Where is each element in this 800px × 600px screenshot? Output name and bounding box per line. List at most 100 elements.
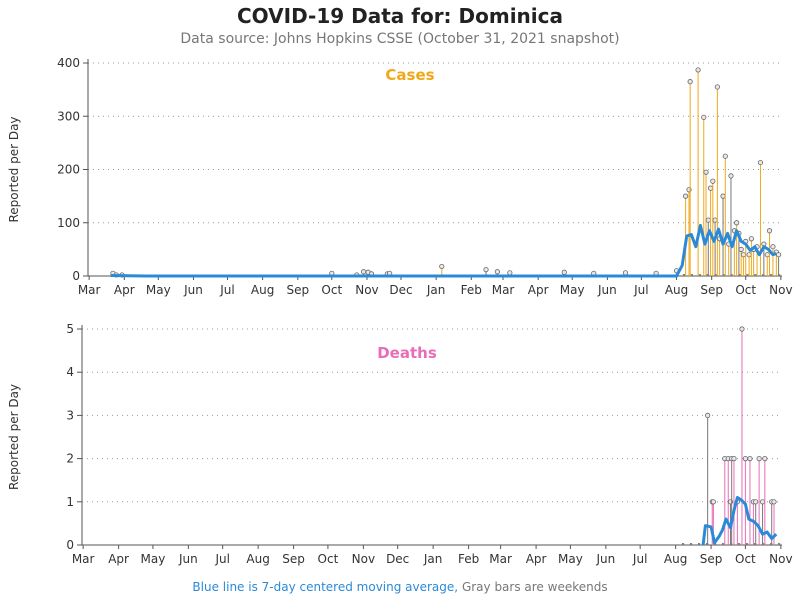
deaths-spike-point [731, 455, 737, 462]
cases-spike-point [734, 220, 740, 226]
deaths-spike-point [759, 499, 766, 505]
cases-spike-point [710, 178, 716, 184]
cases-spike-point [687, 79, 693, 85]
deaths-xtick-label: Nov [769, 552, 792, 566]
deaths-ytick-label: 0 [66, 538, 74, 552]
cases-spike-point [740, 252, 747, 258]
cases-xtick-label: Nov [355, 283, 378, 297]
cases-xtick-label: Aug [251, 283, 274, 297]
cases-spike-point [766, 228, 773, 234]
deaths-xtick-label: Jun [178, 552, 198, 566]
cases-ytick-label: 100 [57, 216, 80, 230]
deaths-average-line [701, 496, 778, 546]
cases-xtick-label: Jan [426, 283, 446, 297]
deaths-ylabel: Reported per Day [7, 384, 21, 490]
deaths-spike-point [739, 326, 745, 332]
cases-spike-point [775, 252, 782, 258]
footer-average-note: Blue line is 7-day centered moving avera… [192, 580, 459, 594]
deaths-xtick-label: Apr [108, 552, 129, 566]
cases-xtick-label: Aug [665, 283, 688, 297]
cases-xtick-label: Sep [700, 283, 723, 297]
cases-spike-point [622, 270, 629, 276]
cases-xtick-label: Jun [183, 283, 203, 297]
cases-xtick-label: Oct [735, 283, 756, 297]
cases-xtick-label: Mar [78, 283, 101, 297]
cases-spike-point [705, 217, 711, 223]
cases-spike-point [703, 169, 709, 175]
cases-xtick-label: Apr [528, 283, 549, 297]
deaths-ytick-label: 5 [66, 322, 74, 336]
deaths-xtick-label: Jul [214, 552, 229, 566]
cases-xtick-label: Jun [597, 283, 617, 297]
deaths-xtick-label: Aug [664, 552, 687, 566]
cases-xtick-label: May [146, 283, 171, 297]
deaths-xtick-label: Mar [72, 552, 95, 566]
deaths-xtick-label: Aug [246, 552, 269, 566]
deaths-spike-point [771, 499, 777, 505]
cases-spike-point [738, 246, 744, 252]
cases-ytick-label: 200 [57, 163, 80, 177]
cases-spike-point [746, 252, 752, 258]
cases-xtick-label: Oct [321, 283, 342, 297]
deaths-xtick-label: Oct [318, 552, 339, 566]
cases-panel: 0 100 200 300 400 Mar Apr May Jun Jul Aug Sep Oct Nov… [7, 56, 793, 297]
deaths-panel-title: Deaths [377, 344, 437, 362]
cases-xtick-label: Mar [492, 283, 515, 297]
deaths-xtick-label: May [141, 552, 166, 566]
deaths-spike-point [742, 455, 748, 462]
cases-xtick-label: Apr [114, 283, 135, 297]
cases-spike-point [728, 173, 734, 179]
deaths-xtick-label: Mar [489, 552, 512, 566]
cases-ylabel: Reported per Day [7, 116, 21, 222]
cases-spike-point [701, 114, 707, 120]
deaths-xtick-label: Sep [282, 552, 305, 566]
cases-xtick-label: May [560, 283, 585, 297]
deaths-spike-point [753, 499, 759, 505]
deaths-spike-point [747, 455, 753, 462]
deaths-xtick-label: Jul [632, 552, 647, 566]
cases-spike-point [764, 252, 770, 258]
deaths-spike-point [705, 412, 711, 418]
cases-spike-point [720, 193, 726, 199]
cases-ytick-label: 400 [57, 56, 80, 70]
deaths-xtick-label: Oct [735, 552, 756, 566]
deaths-xtick-label: May [558, 552, 583, 566]
cases-xtick-label: Dec [389, 283, 412, 297]
deaths-ytick-label: 3 [66, 408, 74, 422]
deaths-panel: 0 1 2 3 4 5 Mar Apr May Jun Jul Aug Sep Oct Nov Dec Jan F… [7, 322, 793, 566]
cases-spike-point [770, 244, 776, 250]
deaths-xtick-label: Feb [458, 552, 479, 566]
cases-xtick-label: Jul [633, 283, 648, 297]
cases-spike-point [483, 267, 489, 273]
cases-spike-point [507, 270, 513, 276]
deaths-xtick-label: Jun [595, 552, 615, 566]
cases-spike-point [712, 217, 718, 223]
cases-spike-point [757, 159, 764, 166]
chart-title: COVID-19 Data for: Dominica [237, 4, 563, 28]
cases-spike-point [360, 269, 367, 275]
cases-panel-title: Cases [385, 66, 434, 84]
cases-spike-point [748, 236, 754, 242]
deaths-ytick-label: 4 [66, 365, 74, 379]
cases-spike-point [707, 185, 714, 191]
deaths-ytick-label: 2 [66, 452, 74, 466]
cases-xtick-label: Jul [219, 283, 234, 297]
cases-spike-point [561, 269, 567, 275]
cases-spike-point [695, 67, 701, 73]
cases-spike-point [494, 269, 500, 275]
cases-ytick-label: 0 [72, 269, 80, 283]
deaths-spike-point [762, 455, 768, 462]
deaths-xtick-label: Dec [386, 552, 409, 566]
chart-footer: Blue line is 7-day centered moving avera… [0, 580, 800, 594]
deaths-xtick-label: Apr [526, 552, 547, 566]
cases-ytick-label: 300 [57, 109, 80, 123]
cases-spike-point [714, 84, 720, 90]
deaths-spike-point [710, 499, 716, 505]
cases-spike-point [722, 153, 728, 159]
cases-average-line [110, 223, 777, 278]
cases-spike-point [439, 263, 445, 270]
chart-subtitle: Data source: Johns Hopkins CSSE (October… [180, 31, 620, 47]
cases-xtick-label: Nov [769, 283, 792, 297]
